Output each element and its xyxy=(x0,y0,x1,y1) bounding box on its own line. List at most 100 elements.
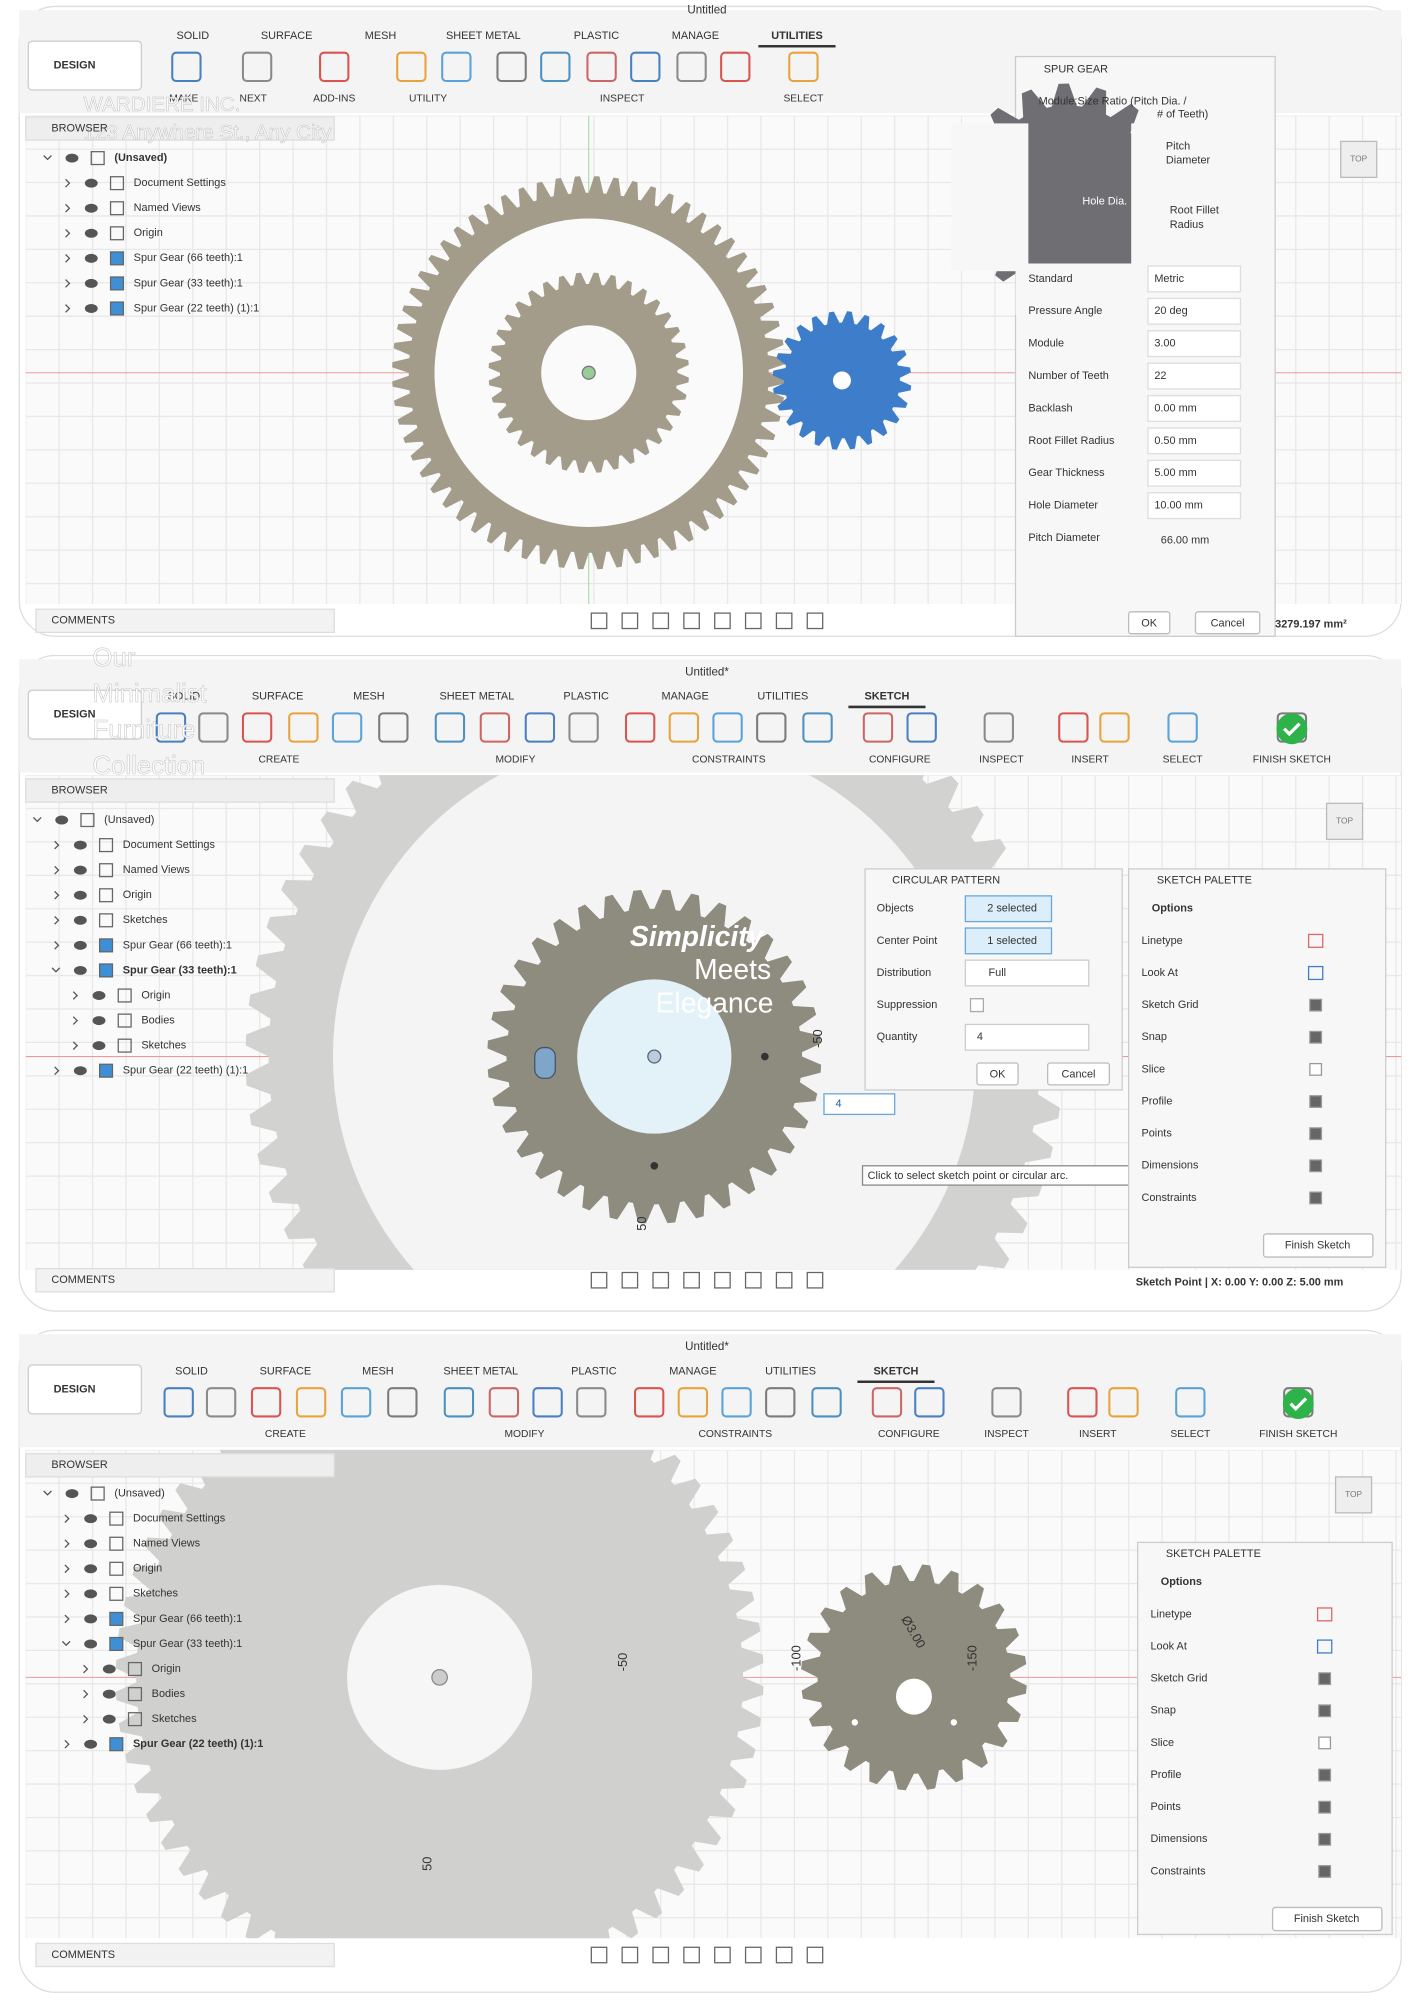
visibility-icon[interactable] xyxy=(84,278,98,288)
view-cube[interactable] xyxy=(1340,140,1378,179)
design-button[interactable] xyxy=(27,1364,143,1415)
toolbar-tab[interactable]: SOLID xyxy=(167,691,200,703)
field-input[interactable] xyxy=(964,959,1090,987)
expand-arrow[interactable] xyxy=(83,1664,89,1674)
field-value[interactable]: 66.00 mm xyxy=(1161,535,1210,547)
visibility-icon[interactable] xyxy=(84,1539,98,1549)
toolbar-icon[interactable] xyxy=(1099,712,1130,743)
toolbar-icon[interactable] xyxy=(633,1387,665,1418)
finish-sketch-button[interactable] xyxy=(1271,1906,1383,1932)
toolbar-icon[interactable] xyxy=(914,1387,945,1418)
browser-item[interactable]: Document Settings xyxy=(134,177,227,189)
toolbar-icon[interactable] xyxy=(1175,1387,1206,1418)
toolbar-group-label[interactable]: SELECT xyxy=(1163,754,1204,765)
toolbar-group-label[interactable]: INSERT xyxy=(1071,754,1109,765)
field-input[interactable] xyxy=(964,1023,1090,1051)
toolbar-icon[interactable] xyxy=(668,712,700,743)
visibility-icon[interactable] xyxy=(84,178,98,188)
checkbox[interactable] xyxy=(1318,1704,1332,1718)
toolbar-icon[interactable] xyxy=(983,712,1014,743)
checkbox[interactable] xyxy=(1309,1095,1323,1108)
toolbar-icon[interactable] xyxy=(155,712,187,743)
option-icon[interactable] xyxy=(1307,965,1324,981)
toolbar-icon[interactable] xyxy=(496,51,527,83)
toolbar-icon[interactable] xyxy=(319,51,350,83)
quantity-input[interactable] xyxy=(823,1093,896,1116)
toolbar-group-label[interactable]: INSPECT xyxy=(984,1429,1029,1440)
finish-sketch-button[interactable] xyxy=(1262,1233,1374,1258)
visibility-icon[interactable] xyxy=(73,1066,87,1076)
toolbar-icon[interactable] xyxy=(765,1387,796,1418)
expand-arrow[interactable] xyxy=(65,228,71,238)
dialog-button[interactable] xyxy=(1047,1062,1110,1086)
field-input[interactable] xyxy=(1147,330,1242,358)
toolbar-tab[interactable]: UTILITIES xyxy=(771,30,823,42)
visibility-icon[interactable] xyxy=(84,1514,98,1524)
toolbar-tab[interactable]: PLASTIC xyxy=(563,691,609,703)
browser-item[interactable]: Spur Gear (66 teeth):1 xyxy=(133,1613,242,1625)
toolbar-tab[interactable]: SHEET METAL xyxy=(443,1365,518,1377)
expand-arrow[interactable] xyxy=(61,1640,71,1647)
toolbar-icon[interactable] xyxy=(295,1387,327,1418)
nav-icon[interactable] xyxy=(775,1946,793,1964)
toolbar-icon[interactable] xyxy=(198,712,229,743)
toolbar-icon[interactable] xyxy=(1167,712,1198,743)
nav-icon[interactable] xyxy=(806,1271,824,1289)
toolbar-tab[interactable]: SHEET METAL xyxy=(440,691,515,703)
toolbar-icon[interactable] xyxy=(331,712,363,743)
field-value[interactable]: 10.00 mm xyxy=(1154,500,1203,512)
design-button[interactable] xyxy=(27,689,143,740)
visibility-icon[interactable] xyxy=(84,1739,98,1749)
expand-arrow[interactable] xyxy=(54,865,60,875)
nav-icon[interactable] xyxy=(775,1271,793,1289)
toolbar-icon[interactable] xyxy=(756,712,787,743)
workspace-label[interactable]: DESIGN xyxy=(54,709,96,721)
checkbox[interactable] xyxy=(1309,998,1323,1012)
visibility-icon[interactable] xyxy=(84,203,98,213)
browser-item[interactable]: Spur Gear (33 teeth):1 xyxy=(123,964,237,976)
browser-item[interactable]: Origin xyxy=(141,989,170,1001)
expand-arrow[interactable] xyxy=(54,915,60,925)
browser-item[interactable]: Named Views xyxy=(133,1538,201,1550)
field-input[interactable] xyxy=(964,895,1053,923)
toolbar-group-label[interactable]: FINISH SKETCH xyxy=(1259,1429,1337,1440)
field-value[interactable]: 22 xyxy=(1154,370,1166,382)
toolbar-icon[interactable] xyxy=(712,712,743,743)
button-label[interactable]: Cancel xyxy=(1062,1068,1096,1080)
toolbar-group-label[interactable]: SELECT xyxy=(783,94,824,105)
toolbar-icon[interactable] xyxy=(387,1387,418,1418)
toolbar-icon[interactable] xyxy=(720,51,751,83)
finish-sketch-icon[interactable] xyxy=(1276,713,1308,745)
nav-icon[interactable] xyxy=(652,1946,670,1964)
toolbar-group-label[interactable]: MODIFY xyxy=(505,1429,545,1440)
toolbar-group-label[interactable]: CREATE xyxy=(258,754,299,765)
expand-arrow[interactable] xyxy=(32,817,42,823)
toolbar-icon[interactable] xyxy=(871,1387,903,1418)
toolbar-icon[interactable] xyxy=(811,1387,842,1418)
nav-icon[interactable] xyxy=(590,1946,608,1964)
toolbar-group-label[interactable]: INSPECT xyxy=(979,754,1024,765)
toolbar-icon[interactable] xyxy=(1058,712,1089,743)
nav-icon[interactable] xyxy=(590,1271,608,1289)
expand-arrow[interactable] xyxy=(54,1066,60,1076)
expand-arrow[interactable] xyxy=(65,178,71,188)
browser-item[interactable]: Origin xyxy=(152,1663,181,1675)
quantity-input-value[interactable]: 4 xyxy=(836,1098,842,1110)
toolbar-icon[interactable] xyxy=(1108,1387,1139,1418)
toolbar-group-label[interactable]: MAKE xyxy=(169,94,198,105)
toolbar-tab[interactable]: MESH xyxy=(365,30,397,42)
toolbar-tab[interactable]: SKETCH xyxy=(874,1365,919,1377)
browser-item[interactable]: Spur Gear (22 teeth) (1):1 xyxy=(133,1738,263,1750)
checkbox[interactable] xyxy=(1309,1127,1323,1141)
expand-arrow[interactable] xyxy=(64,1739,70,1749)
checkbox[interactable] xyxy=(1318,1672,1332,1686)
toolbar-group-label[interactable]: SELECT xyxy=(1170,1429,1211,1440)
browser-item[interactable]: Sketches xyxy=(123,914,168,926)
field-input[interactable] xyxy=(1147,265,1242,293)
browser-item[interactable]: Spur Gear (33 teeth):1 xyxy=(134,277,243,289)
visibility-icon[interactable] xyxy=(84,253,98,263)
nav-icon[interactable] xyxy=(590,612,608,630)
nav-icon[interactable] xyxy=(744,1946,762,1964)
nav-icon[interactable] xyxy=(683,1271,700,1289)
visibility-icon[interactable] xyxy=(73,865,87,875)
